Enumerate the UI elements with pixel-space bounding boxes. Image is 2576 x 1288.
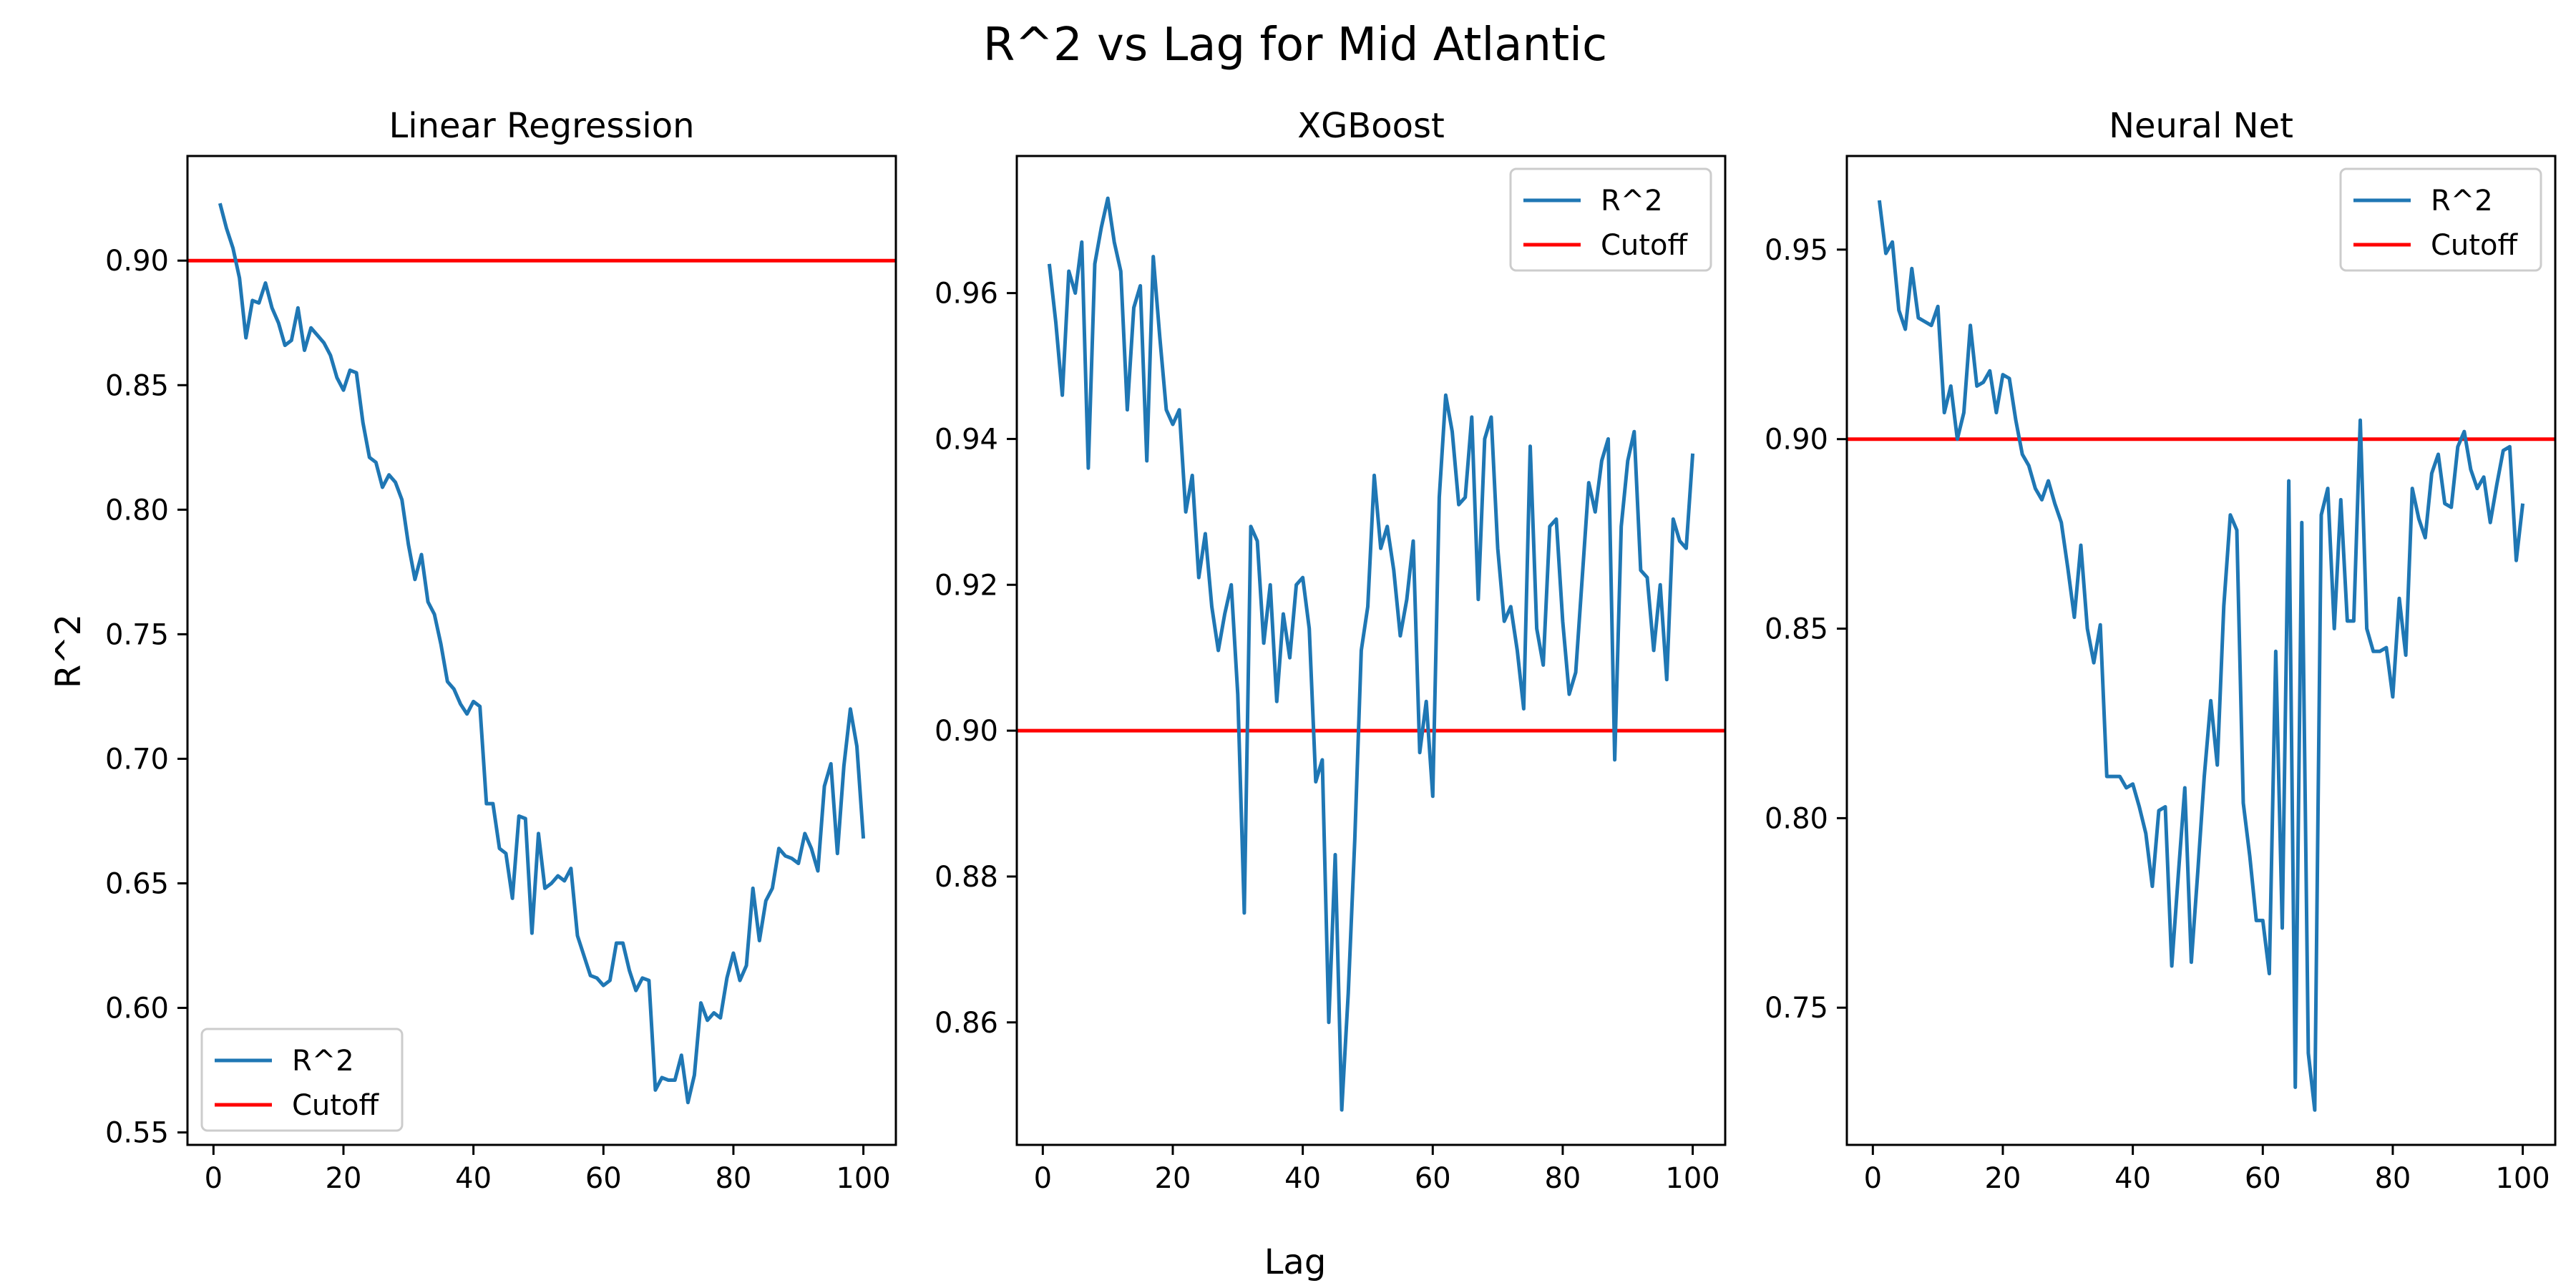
y-tick-label: 0.70 <box>105 743 169 776</box>
x-tick-label: 0 <box>1034 1162 1052 1195</box>
legend-label-r2: R^2 <box>1601 185 1663 218</box>
y-tick-label: 0.95 <box>1765 234 1828 267</box>
legend-label-r2: R^2 <box>292 1045 354 1078</box>
x-tick-label: 100 <box>2495 1162 2550 1195</box>
y-tick-label: 0.85 <box>105 369 169 402</box>
axes-frame <box>1845 155 2557 1146</box>
x-tick-label: 60 <box>1415 1162 1451 1195</box>
x-tick-label: 40 <box>2114 1162 2151 1195</box>
y-tick-label: 0.80 <box>1765 802 1828 835</box>
y-tick-label: 0.80 <box>105 494 169 527</box>
y-tick-label: 0.90 <box>1765 424 1828 457</box>
x-tick-label: 0 <box>205 1162 223 1195</box>
x-tick-label: 80 <box>1544 1162 1581 1195</box>
shared-y-axis-label: R^2 <box>49 614 89 688</box>
subplot-title: XGBoost <box>1297 106 1445 146</box>
x-tick-label: 20 <box>1155 1162 1191 1195</box>
x-tick-label: 80 <box>2374 1162 2411 1195</box>
subplot-title: Linear Regression <box>389 106 695 146</box>
series-line-r2 <box>218 203 866 1105</box>
legend-label-cutoff: Cutoff <box>2431 229 2518 262</box>
legend: R^2 Cutoff <box>1509 167 1712 272</box>
subplot-1: Linear Regression 0 20 40 60 80 100 0.55 0.60 0.6… <box>105 106 897 1195</box>
x-tick-label: 60 <box>2245 1162 2281 1195</box>
y-tick-label: 0.90 <box>935 715 998 748</box>
y-tick-label: 0.94 <box>935 423 998 456</box>
legend: R^2 Cutoff <box>200 1028 404 1132</box>
y-tick-label: 0.55 <box>105 1117 169 1150</box>
y-tick-label: 0.86 <box>935 1007 998 1040</box>
legend-label-cutoff: Cutoff <box>292 1089 379 1122</box>
x-tick-label: 20 <box>1985 1162 2021 1195</box>
x-tick-label: 40 <box>1284 1162 1321 1195</box>
subplot-2: XGBoost 0 20 40 60 80 100 0.86 0.88 0.90 0.92 0.94 0… <box>935 106 1727 1195</box>
y-tick-label: 0.65 <box>105 867 169 900</box>
y-tick-label: 0.60 <box>105 992 169 1025</box>
legend-label-cutoff: Cutoff <box>1601 229 1688 262</box>
subplot-title: Neural Net <box>2109 106 2293 146</box>
y-tick-label: 0.92 <box>935 569 998 602</box>
shared-x-axis-label: Lag <box>1264 1242 1327 1282</box>
subplots: Linear Regression 0 20 40 60 80 100 0.55 0.60 0.6… <box>105 106 2557 1195</box>
y-tick-label: 0.96 <box>935 278 998 311</box>
x-tick-label: 0 <box>1864 1162 1882 1195</box>
series-line-r2 <box>1047 196 1695 1112</box>
x-tick-label: 80 <box>715 1162 751 1195</box>
legend: R^2 Cutoff <box>2339 167 2542 272</box>
x-tick-label: 100 <box>836 1162 890 1195</box>
subplot-3: Neural Net 0 20 40 60 80 100 0.75 0.80 0.85 0.90 0.… <box>1765 106 2557 1195</box>
y-tick-label: 0.85 <box>1765 613 1828 646</box>
y-tick-label: 0.90 <box>105 245 169 278</box>
y-tick-label: 0.75 <box>105 618 169 651</box>
axes-frame <box>1015 155 1727 1146</box>
figure-title: R^2 vs Lag for Mid Atlantic <box>983 19 1607 72</box>
series-line-r2 <box>1877 200 2525 1112</box>
axes-frame <box>186 155 897 1146</box>
y-tick-label: 0.88 <box>935 861 998 894</box>
y-tick-label: 0.75 <box>1765 992 1828 1025</box>
legend-label-r2: R^2 <box>2431 185 2493 218</box>
x-tick-label: 20 <box>326 1162 362 1195</box>
x-tick-label: 60 <box>585 1162 622 1195</box>
x-tick-label: 100 <box>1665 1162 1719 1195</box>
x-tick-label: 40 <box>455 1162 492 1195</box>
